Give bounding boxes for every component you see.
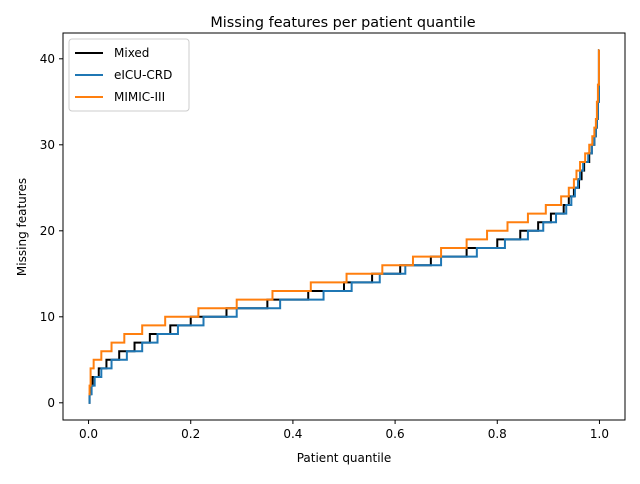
- y-tick-label: 0: [47, 396, 55, 410]
- x-axis-label: Patient quantile: [297, 451, 392, 465]
- x-axis-ticks: 0.0 0.2 0.4 0.6 0.8 1.0: [79, 420, 609, 441]
- legend-label: eICU-CRD: [114, 68, 172, 82]
- y-tick-label: 30: [40, 138, 55, 152]
- y-axis-ticks: 0 10 20 30 40: [40, 52, 63, 410]
- y-tick-label: 40: [40, 52, 55, 66]
- x-tick-label: 0.8: [488, 427, 507, 441]
- series-line-eicu-crd: [88, 49, 600, 404]
- x-tick-label: 1.0: [590, 427, 609, 441]
- legend: Mixed eICU-CRD MIMIC-III: [68, 38, 190, 112]
- x-tick-label: 0.6: [386, 427, 405, 441]
- x-tick-label: 0.0: [79, 427, 98, 441]
- y-tick-label: 10: [40, 310, 55, 324]
- plot-lines: [88, 49, 600, 404]
- series-line-mimic-iii: [88, 49, 600, 396]
- y-tick-label: 20: [40, 224, 55, 238]
- legend-entries: Mixed eICU-CRD MIMIC-III: [75, 46, 172, 104]
- legend-label: MIMIC-III: [114, 90, 165, 104]
- legend-label: Mixed: [114, 46, 149, 60]
- x-tick-label: 0.4: [283, 427, 302, 441]
- y-axis-label: Missing features: [15, 178, 29, 276]
- legend-box: [68, 38, 190, 112]
- chart-title: Missing features per patient quantile: [210, 15, 475, 31]
- plot-frame: [62, 32, 626, 421]
- x-tick-label: 0.2: [181, 427, 200, 441]
